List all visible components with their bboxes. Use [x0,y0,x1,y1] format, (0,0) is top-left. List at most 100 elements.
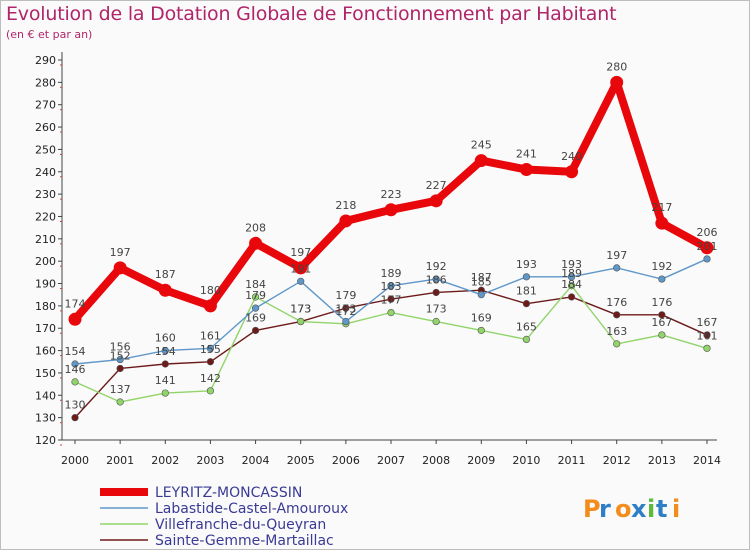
y-tick-label: 240 [35,166,56,179]
data-label: 206 [697,226,718,239]
data-label: 201 [697,240,718,253]
series-point-1 [658,275,666,283]
series-point-0 [429,194,443,208]
series-point-3 [613,311,621,319]
series-point-0 [249,236,263,250]
data-label: 185 [471,276,492,289]
data-label: 193 [561,258,582,271]
x-tick-label: 2003 [196,454,224,467]
data-label: 173 [290,303,311,316]
series-point-3 [567,293,576,301]
data-label: 177 [381,294,402,307]
x-tick-label: 2012 [603,454,631,467]
series-point-2 [522,335,531,344]
data-label: 172 [335,305,356,318]
series-point-1 [522,273,531,281]
series-point-1 [613,264,621,272]
data-label: 156 [110,341,131,354]
series-point-1 [703,255,711,263]
series-point-3 [116,364,124,373]
series-point-3 [342,304,350,312]
series-point-2 [703,344,711,352]
series-point-0 [655,216,669,230]
x-tick-label: 2011 [558,454,586,467]
data-label: 163 [606,325,627,338]
y-tick-label: 150 [35,367,56,380]
series-point-2 [161,389,169,397]
data-label: 179 [245,289,266,302]
y-tick-label: 290 [35,54,56,67]
x-tick-label: 2002 [151,454,179,467]
series-point-0 [158,283,172,297]
x-tick-label: 2001 [106,454,134,467]
data-label: 187 [155,268,176,281]
series-point-2 [477,326,485,335]
y-tick-label: 210 [35,233,56,246]
series-point-0 [519,163,533,177]
logo-letter: o [615,495,632,523]
y-tick-label: 250 [35,143,56,156]
data-label: 137 [110,383,131,396]
x-tick-label: 2009 [467,454,495,467]
series-point-3 [206,358,215,366]
data-label: 146 [65,363,86,376]
series-point-1 [567,273,576,281]
proxiti-logo: Pr o x i t i [583,495,680,523]
legend-label: Villefranche-du-Queyran [155,517,326,533]
series-point-1 [342,317,350,326]
series-point-3 [71,414,79,422]
data-label: 280 [606,60,627,73]
data-label: 152 [110,349,131,362]
logo-letter: i [672,495,680,523]
legend-label: LEYRITZ-MONCASSIN [155,485,302,501]
x-tick-label: 2013 [648,454,676,467]
data-label: 208 [245,221,266,234]
y-tick-label: 230 [35,188,56,201]
x-tick-label: 2005 [287,454,315,467]
series-point-0 [294,261,308,275]
series-point-3 [251,326,260,335]
series-point-1 [477,291,485,299]
data-label: 189 [561,267,582,280]
data-label: 179 [335,289,356,302]
data-label: 192 [426,260,447,273]
data-label: 176 [606,296,627,309]
series-point-1 [71,360,79,368]
data-label: 197 [110,246,131,259]
y-tick-label: 160 [35,345,56,358]
data-label: 141 [155,374,176,387]
logo-letter: r [599,495,611,523]
data-label: 240 [561,150,582,163]
data-label: 193 [516,258,537,271]
series-point-1 [387,282,395,290]
data-label: 173 [290,303,311,316]
data-label: 169 [245,311,266,324]
x-tick-label: 2008 [422,454,450,467]
series-point-0 [610,75,624,89]
series-point-2 [432,317,440,326]
y-tick-label: 180 [35,300,56,313]
data-label: 142 [200,372,221,385]
y-tick-label: 190 [35,278,56,291]
logo-letter: x [631,495,647,523]
series-point-2 [567,282,576,290]
series-point-2 [297,317,305,326]
series-point-0 [113,261,127,275]
series-point-2 [387,308,395,317]
data-label: 130 [65,399,86,412]
data-label: 187 [471,271,492,284]
y-tick-label: 260 [35,121,56,134]
series-point-1 [297,277,305,285]
series-point-0 [474,154,488,168]
y-tick-label: 130 [35,412,56,425]
series-point-0 [565,165,579,179]
data-label: 223 [381,188,402,201]
series-point-2 [116,398,124,406]
data-label: 197 [290,246,311,259]
data-label: 161 [200,329,221,342]
series-point-3 [658,311,666,319]
y-tick-label: 140 [35,389,56,402]
chart-title: Evolution de la Dotation Globale de Fonc… [6,3,617,25]
x-tick-label: 2000 [61,454,89,467]
